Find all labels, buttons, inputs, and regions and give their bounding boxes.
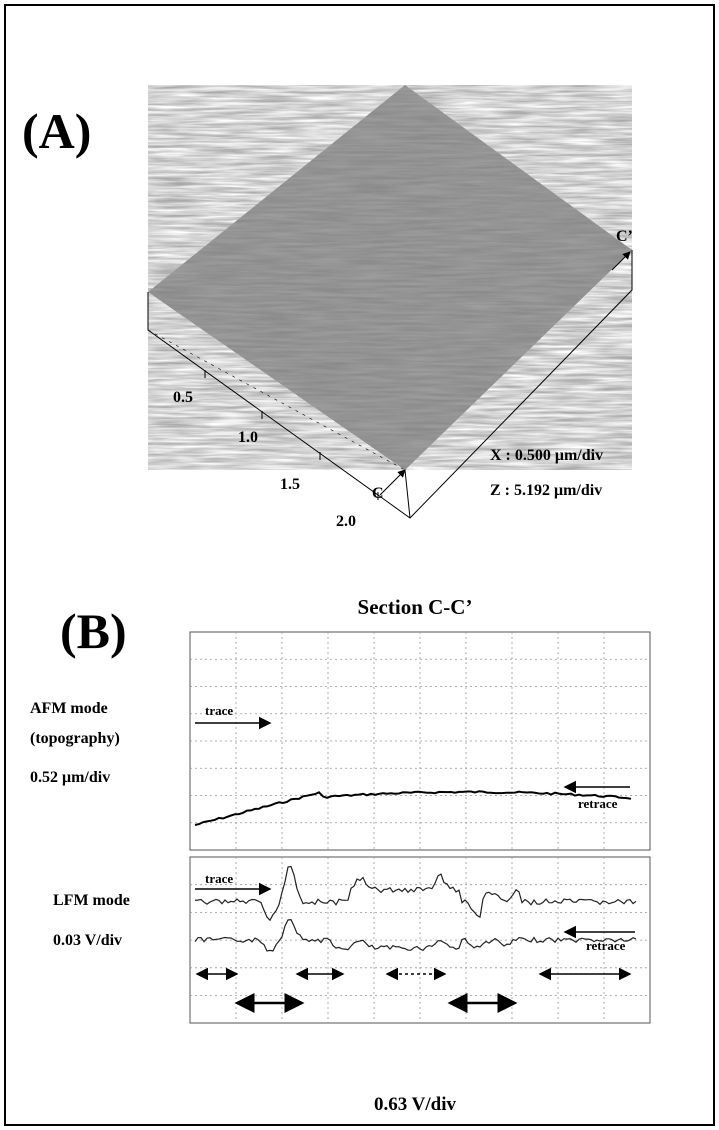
lfm-trace xyxy=(194,865,637,922)
mode-subtitle: (topography) xyxy=(30,730,120,747)
section-end: C’ xyxy=(616,228,633,245)
axis-tick-label: 1.0 xyxy=(238,429,258,446)
x-scale: 0.63 V/div xyxy=(374,1094,457,1115)
trace-label: trace xyxy=(205,871,233,886)
section-title: Section C-C’ xyxy=(358,595,473,619)
retrace-label: retrace xyxy=(578,796,618,811)
afm-profile xyxy=(194,790,632,826)
afm-surface xyxy=(147,85,633,519)
mode-label: AFM mode xyxy=(30,700,108,717)
section-start: C xyxy=(372,485,384,502)
z-scale: Z : 5.192 μm/div xyxy=(490,482,602,499)
scale-label: 0.52 μm/div xyxy=(30,769,110,786)
mode-label: LFM mode xyxy=(53,892,130,909)
frame xyxy=(4,4,715,1126)
trace-label: trace xyxy=(205,703,233,718)
axis-tick-label: 2.0 xyxy=(336,513,356,530)
panel-label: (A) xyxy=(22,103,91,159)
panel-label: (B) xyxy=(60,603,127,659)
grid xyxy=(190,632,650,1023)
lfm-retrace xyxy=(194,919,637,952)
retrace-label: retrace xyxy=(586,938,626,953)
axis-tick-label: 1.5 xyxy=(280,476,300,493)
arrows xyxy=(195,716,635,1013)
axis-tick-label: 0.5 xyxy=(173,389,193,406)
x-scale: X : 0.500 μm/div xyxy=(490,447,603,464)
scale-label: 0.03 V/div xyxy=(53,932,122,949)
